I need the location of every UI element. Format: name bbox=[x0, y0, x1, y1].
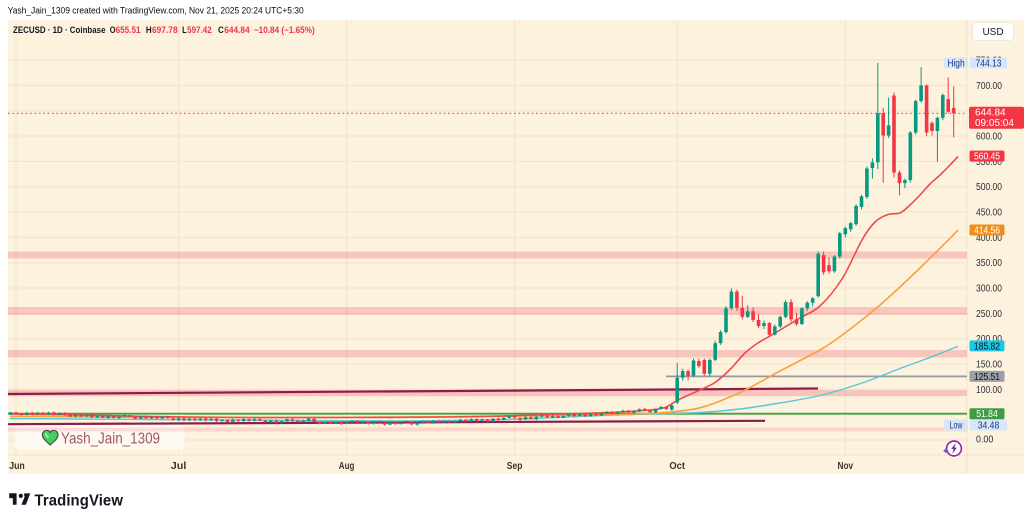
svg-text:C: C bbox=[218, 25, 224, 35]
svg-text:597.42: 597.42 bbox=[187, 25, 212, 35]
svg-text:250.00: 250.00 bbox=[976, 309, 1002, 320]
svg-text:560.45: 560.45 bbox=[974, 152, 1000, 163]
svg-text:600.00: 600.00 bbox=[976, 132, 1002, 143]
svg-text:150.00: 150.00 bbox=[976, 360, 1002, 371]
svg-text:100.00: 100.00 bbox=[976, 385, 1002, 396]
svg-text:Jun: Jun bbox=[9, 461, 25, 472]
svg-text:0.00: 0.00 bbox=[976, 434, 994, 445]
svg-text:09:05:04: 09:05:04 bbox=[975, 118, 1014, 129]
svg-text:TradingView: TradingView bbox=[35, 493, 124, 510]
svg-text:USD: USD bbox=[982, 27, 1003, 38]
svg-text:200.00: 200.00 bbox=[976, 334, 1002, 345]
svg-text:Aug: Aug bbox=[339, 461, 355, 472]
svg-text:Jul: Jul bbox=[171, 461, 187, 472]
svg-text:Low: Low bbox=[950, 421, 964, 432]
svg-text:−10.84 (−1.65%): −10.84 (−1.65%) bbox=[254, 25, 315, 35]
svg-text:350.00: 350.00 bbox=[976, 258, 1002, 269]
svg-text:450.00: 450.00 bbox=[976, 208, 1002, 219]
svg-text:697.78: 697.78 bbox=[152, 25, 178, 35]
svg-text:51.84: 51.84 bbox=[976, 409, 998, 420]
svg-text:34.48: 34.48 bbox=[978, 421, 1000, 432]
svg-text:125.51: 125.51 bbox=[974, 372, 1000, 383]
svg-text:700.00: 700.00 bbox=[976, 81, 1002, 92]
svg-text:O: O bbox=[110, 25, 116, 35]
svg-text:ZECUSD · 1D · Coinbase: ZECUSD · 1D · Coinbase bbox=[13, 25, 106, 35]
svg-text:500.00: 500.00 bbox=[976, 182, 1002, 193]
svg-text:H: H bbox=[146, 25, 152, 35]
svg-text:400.00: 400.00 bbox=[976, 233, 1002, 244]
svg-text:744.13: 744.13 bbox=[976, 59, 1002, 70]
svg-text:Sep: Sep bbox=[507, 461, 523, 472]
svg-text:L: L bbox=[182, 25, 187, 35]
svg-text:414.56: 414.56 bbox=[974, 225, 1000, 236]
svg-text:185.82: 185.82 bbox=[974, 341, 1000, 352]
svg-text:Nov: Nov bbox=[838, 461, 854, 472]
svg-text:655.51: 655.51 bbox=[116, 25, 141, 35]
svg-text:High: High bbox=[947, 59, 964, 70]
svg-text:300.00: 300.00 bbox=[976, 284, 1002, 295]
svg-text:550.00: 550.00 bbox=[976, 157, 1002, 168]
svg-text:Yash_Jain_1309 created with Tr: Yash_Jain_1309 created with TradingView.… bbox=[8, 5, 304, 16]
svg-text:Yash_Jain_1309: Yash_Jain_1309 bbox=[61, 431, 160, 448]
svg-text:644.84: 644.84 bbox=[224, 25, 249, 35]
svg-text:Oct: Oct bbox=[669, 461, 685, 472]
svg-text:644.84: 644.84 bbox=[975, 107, 1006, 118]
